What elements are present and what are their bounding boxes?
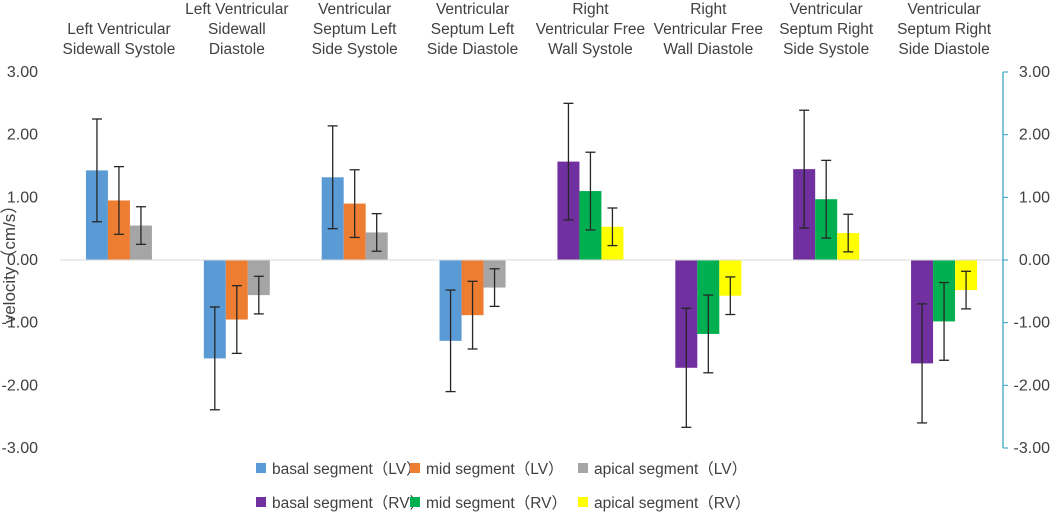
y-tick-label: 0.00 (7, 252, 38, 269)
y-axis-left: 3.00 2.00 1.00 0.00 -1.00 -2.00 -3.00 (2, 64, 39, 457)
category-label: Diastole (209, 41, 265, 58)
legend-label: mid segment（RV） (426, 495, 567, 512)
secondary-y-tick-label: 0.00 (1019, 252, 1050, 269)
legend-label: basal segment（RV） (272, 495, 425, 512)
category-label: Ventricular Free (536, 21, 645, 38)
legend-label: basal segment（LV） (272, 461, 422, 478)
y-tick-label: 2.00 (7, 127, 38, 144)
legend-label: mid segment（LV） (426, 461, 564, 478)
category-label: Left Ventricular (67, 21, 170, 38)
legend: basal segment（LV） mid segment（LV） apical s… (256, 461, 751, 512)
secondary-y-tick-label: 2.00 (1019, 127, 1050, 144)
category-label: Left Ventricular (185, 1, 288, 18)
category-label: Septum Right (779, 21, 874, 38)
secondary-y-tick-label: -3.00 (1014, 440, 1051, 457)
category-labels: Left Ventricular Sidewall Systole Left Ven… (63, 1, 992, 58)
y-tick-label: -2.00 (2, 377, 39, 394)
category-label: Side Diastole (427, 41, 518, 58)
secondary-y-tick-label: 3.00 (1019, 64, 1050, 81)
legend-swatch (256, 497, 266, 507)
y-tick-label: 1.00 (7, 189, 38, 206)
category-label: Ventricular (436, 1, 509, 18)
legend-swatch (410, 463, 420, 473)
legend-swatch (410, 497, 420, 507)
category-label: Sidewall Systole (63, 41, 176, 58)
category-label: Ventricular (790, 1, 863, 18)
y-axis-right: 3.00 2.00 1.00 0.00 -1.00 -2.00 -3.00 (1003, 64, 1050, 457)
category-label: Septum Left (313, 21, 397, 38)
category-label: Right (690, 1, 727, 18)
category-label: Sidewall (208, 21, 266, 38)
category-label: Right (572, 1, 609, 18)
category-label: Septum Right (897, 21, 992, 38)
category-label: Ventricular (318, 1, 391, 18)
legend-swatch (578, 497, 588, 507)
y-tick-label: 3.00 (7, 64, 38, 81)
category-label: Side Diastole (898, 41, 989, 58)
legend-label: apical segment（RV） (594, 495, 751, 512)
secondary-y-tick-label: -2.00 (1014, 377, 1051, 394)
error-bars (91, 102, 972, 428)
category-label: Wall Diastole (663, 41, 753, 58)
legend-swatch (256, 463, 266, 473)
y-tick-label: -3.00 (2, 440, 39, 457)
category-label: Septum Left (431, 21, 515, 38)
y-tick-label: -1.00 (2, 315, 39, 332)
category-label: Wall Systole (548, 41, 633, 58)
y-axis-title: velocity（cm/s） (0, 197, 19, 324)
axes (60, 72, 1004, 448)
category-label: Side Systole (312, 41, 398, 58)
category-label: Ventricular (907, 1, 980, 18)
category-label: Ventricular Free (654, 21, 763, 38)
bars (85, 161, 978, 368)
legend-label: apical segment（LV） (594, 461, 747, 478)
secondary-y-tick-label: -1.00 (1014, 315, 1051, 332)
category-label: Side Systole (783, 41, 869, 58)
secondary-y-tick-label: 1.00 (1019, 189, 1050, 206)
legend-swatch (578, 463, 588, 473)
